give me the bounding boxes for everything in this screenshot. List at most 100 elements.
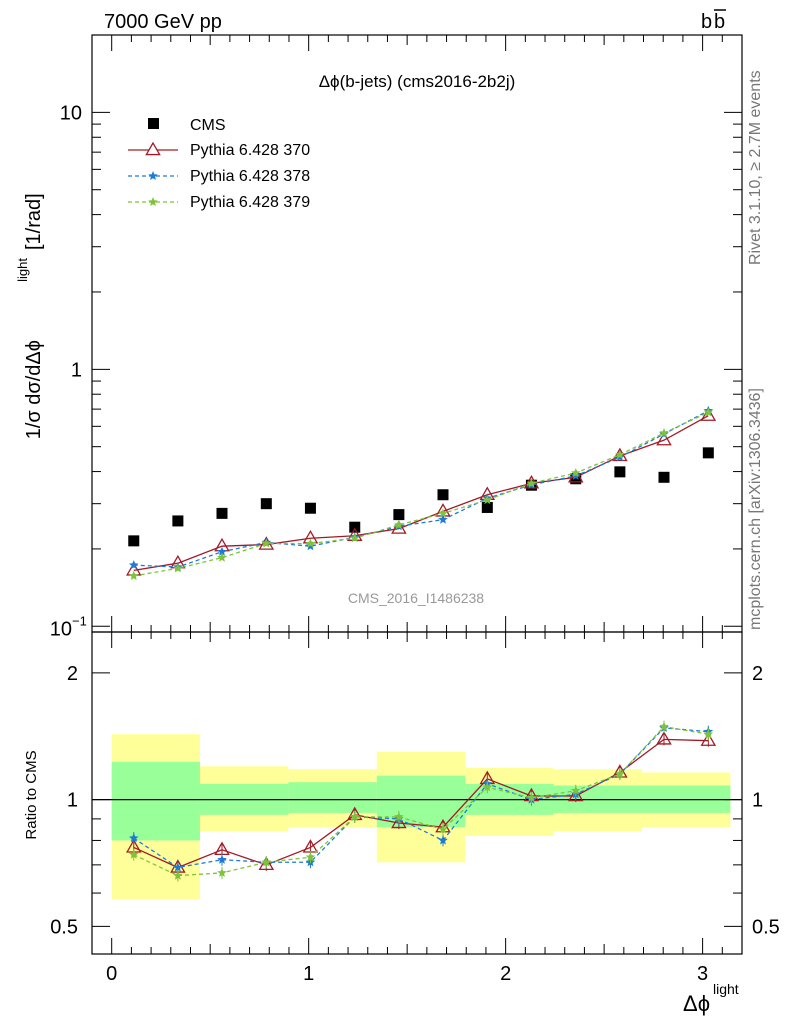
pythia370-point — [656, 431, 672, 446]
ratio-pythia379-point — [438, 824, 448, 834]
cms-data-point — [393, 509, 405, 521]
main-ylabel: 1/σ dσ/dΔϕ light [1/rad] — [15, 193, 45, 439]
ratio-pythia379-point — [482, 782, 493, 792]
xtick-label-3: 3 — [697, 963, 708, 985]
ratio-pythia379-point — [615, 769, 625, 779]
process-bbar-label: b — [714, 11, 725, 33]
main-plot-content — [125, 405, 717, 580]
ratio-ytick-label-1: 1 — [67, 790, 78, 812]
main-ylabel-sup: light — [15, 258, 30, 282]
legend-cms-label: CMS — [190, 117, 226, 134]
ratio-right-tick-label-0p5: 0.5 — [752, 916, 780, 938]
ratio-ytick-labels-right: 2 1 0.5 — [752, 663, 780, 939]
main-plot-title: Δϕ(b-jets) (cms2016-2b2j) — [319, 72, 516, 91]
ratio-ytick-labels-left: 2 1 0.5 — [50, 663, 78, 939]
cms-data-point — [349, 521, 361, 533]
pythia379-point — [173, 563, 183, 573]
ratio-right-tick-label-2: 2 — [752, 663, 763, 685]
pythia378-point — [438, 514, 448, 524]
legend-pythia378-marker — [128, 171, 178, 180]
pythia379-point — [350, 533, 360, 543]
pythia379-point — [305, 538, 316, 548]
pythia379-point — [615, 449, 625, 459]
uncertainty-band-green — [111, 761, 200, 841]
ratio-pythia379-point — [217, 867, 227, 877]
cms-data-point — [216, 507, 228, 519]
legend-pythia378-label: Pythia 6.428 378 — [190, 168, 310, 185]
ratio-pythia379-point — [350, 811, 360, 821]
cms-data-point — [128, 535, 140, 547]
uncertainty-band-green — [376, 775, 466, 828]
ratio-series-line — [133, 725, 709, 877]
legend-pythia379-label: Pythia 6.428 379 — [190, 194, 310, 211]
pythia379-point — [526, 478, 537, 488]
xaxis-label: Δϕ light — [683, 981, 739, 1016]
ratio-frame — [91, 631, 743, 955]
cms-data-point — [570, 473, 582, 485]
pythia379-point — [217, 552, 227, 562]
ytick-label-1: 1 — [71, 359, 82, 381]
ratio-plot-content — [92, 720, 742, 900]
ratio-pythia379-point — [173, 870, 183, 880]
pythia378-point — [129, 560, 139, 570]
ratio-pythia379-point — [261, 857, 272, 867]
ratio-series-line — [133, 727, 709, 869]
pythia378-point — [571, 470, 581, 480]
ratio-pythia379-point — [305, 852, 316, 862]
legend-pythia370-marker — [128, 141, 178, 156]
ratio-ytick-label-0p5: 0.5 — [50, 916, 78, 938]
main-ytick-labels: 10 1 10 −1 — [50, 102, 87, 640]
pythia378-point — [217, 546, 227, 556]
side-rivet-label: Rivet 3.1.10, ≥ 2.7M events — [747, 70, 764, 265]
ratio-pythia379-point — [659, 721, 669, 731]
main-panel: Δϕ(b-jets) (cms2016-2b2j) CMS_2016_I1486… — [15, 34, 743, 640]
ratio-pythia370-point — [391, 814, 407, 829]
xtick-labels: 0 1 2 3 — [106, 963, 708, 985]
uncertainty-band-green — [288, 782, 377, 813]
pythia370-point — [612, 447, 628, 462]
ytick-label-0p1-exponent: −1 — [72, 613, 87, 628]
series-line-pythia-6.428-379 — [133, 411, 709, 577]
cms-data-point — [304, 502, 316, 514]
cms-data-point — [437, 489, 449, 501]
pythia379-point — [571, 468, 581, 477]
header-energy-label: 7000 GeV pp — [104, 11, 222, 33]
xaxis-label-text: Δϕ — [683, 991, 710, 1016]
legend-triangle — [145, 141, 161, 156]
ratio-pythia378-point — [129, 833, 139, 843]
ratio-ytick-label-2: 2 — [67, 663, 78, 685]
series-line-pythia-6.428-378 — [133, 410, 709, 568]
pythia379-point — [703, 407, 714, 417]
pythia379-point — [261, 538, 272, 548]
series-line-pythia-6.428-370 — [133, 415, 709, 572]
ytick-label-0p1: 10 — [50, 618, 72, 640]
ratio-pythia370-point — [700, 732, 717, 746]
legend: CMS Pythia 6.428 370 Pythia 6.428 378 Py… — [128, 117, 310, 211]
ratio-pythia378-point — [173, 862, 183, 872]
main-ylabel-text: 1/σ dσ/dΔϕ — [23, 340, 45, 439]
ratio-pythia370-point — [656, 731, 672, 745]
xtick-label-0: 0 — [106, 963, 117, 985]
ytick-label-10: 10 — [60, 102, 82, 124]
pythia379-point — [129, 570, 139, 580]
ratio-pythia379-point — [703, 729, 714, 739]
ratio-ylabel: Ratio to CMS — [23, 750, 40, 839]
analysis-watermark: CMS_2016_I1486238 — [348, 590, 484, 606]
cms-data-point — [172, 515, 184, 527]
cms-data-point — [614, 466, 626, 478]
ratio-panel: 2 1 0.5 2 1 0.5 Ratio to CMS 0 1 2 3 Δϕ … — [23, 631, 780, 1016]
pythia370-point — [567, 468, 584, 483]
xtick-label-2: 2 — [500, 963, 511, 985]
cms-data-point — [702, 447, 714, 459]
pythia379-point — [482, 495, 493, 505]
ratio-pythia378-point — [217, 854, 227, 864]
ratio-pythia379-point — [526, 792, 537, 802]
process-b-label: b — [701, 11, 712, 33]
legend-star — [148, 171, 158, 180]
cms-data-point — [260, 498, 272, 510]
ratio-pythia379-point — [394, 811, 404, 821]
legend-pythia379-marker — [128, 197, 178, 206]
ratio-series-line — [133, 738, 709, 869]
ratio-pythia379-point — [129, 849, 139, 859]
